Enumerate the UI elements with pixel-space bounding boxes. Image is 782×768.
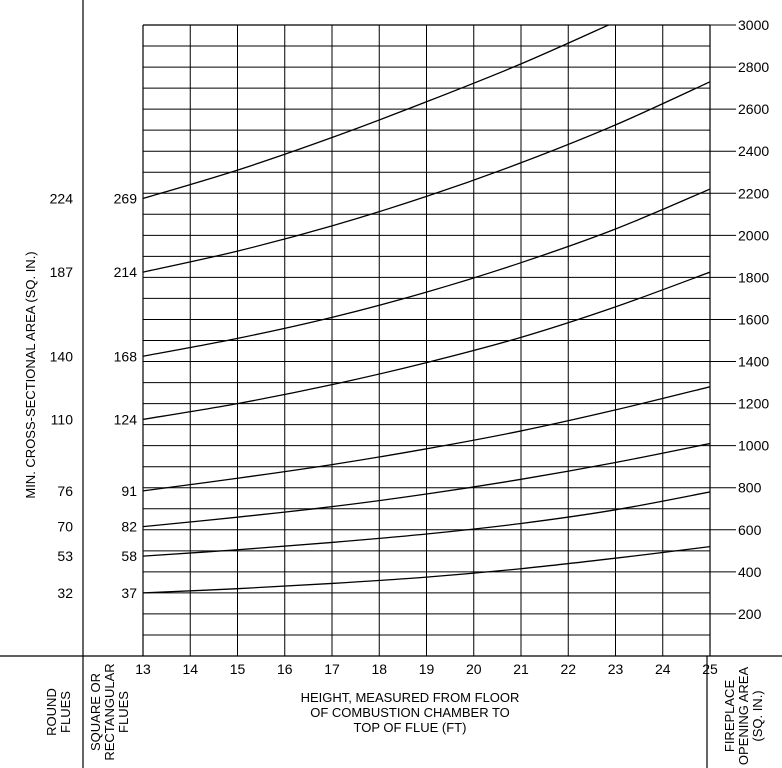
y-tick-label-1: 400 bbox=[738, 564, 762, 580]
x-tick-label-6: 19 bbox=[419, 661, 435, 677]
x-tick-label-11: 24 bbox=[655, 661, 671, 677]
flue-curve-58 bbox=[143, 491, 710, 557]
x-tick-label-7: 20 bbox=[466, 661, 482, 677]
round-flue-label-2: 70 bbox=[57, 519, 73, 535]
square-flue-label-5: 168 bbox=[114, 348, 138, 364]
flue-curve-214 bbox=[143, 81, 710, 273]
square-flues-header: SQUARE OR RECTANGULAR FLUES bbox=[88, 663, 131, 760]
x-tick-label-9: 22 bbox=[560, 661, 576, 677]
square-flue-label-6: 214 bbox=[114, 264, 138, 280]
y-tick-label-8: 1800 bbox=[738, 269, 769, 285]
y-tick-label-0: 200 bbox=[738, 606, 762, 622]
y-tick-label-10: 2200 bbox=[738, 185, 769, 201]
y-tick-label-11: 2400 bbox=[738, 143, 769, 159]
x-axis-label-line-3: TOP OF FLUE (FT) bbox=[354, 720, 467, 735]
y-tick-label-3: 800 bbox=[738, 480, 762, 496]
x-tick-label-0: 13 bbox=[135, 661, 151, 677]
round-flue-label-0: 32 bbox=[57, 585, 73, 601]
y-tick-label-5: 1200 bbox=[738, 396, 769, 412]
x-axis-label-line-2: OF COMBUSTION CHAMBER TO bbox=[310, 705, 510, 720]
y-tick-label-7: 1600 bbox=[738, 311, 769, 327]
x-tick-labels: 13 14 15 16 17 18 19 20 21 22 23 24 25 bbox=[135, 661, 718, 677]
x-tick-label-2: 15 bbox=[230, 661, 246, 677]
y-tick-label-9: 2000 bbox=[738, 227, 769, 243]
flue-curve-82 bbox=[143, 442, 710, 528]
square-flue-label-2: 82 bbox=[121, 519, 137, 535]
round-flue-label-7: 224 bbox=[50, 191, 74, 207]
flue-curve-168 bbox=[143, 188, 710, 357]
round-flues-header-line-2: FLUES bbox=[58, 691, 73, 733]
y-tick-label-4: 1000 bbox=[738, 438, 769, 454]
x-tick-label-1: 14 bbox=[182, 661, 198, 677]
y-axis-label-right-line-1: FIREPLACE bbox=[722, 680, 737, 753]
x-tick-label-4: 17 bbox=[324, 661, 340, 677]
x-tick-label-8: 21 bbox=[513, 661, 529, 677]
y-axis-label-right-line-2: OPENING AREA bbox=[736, 667, 751, 766]
round-flue-label-1: 53 bbox=[57, 548, 73, 564]
square-flues-header-line-2: RECTANGULAR bbox=[102, 663, 117, 760]
x-tick-label-3: 16 bbox=[277, 661, 293, 677]
y-tick-label-12: 2600 bbox=[738, 101, 769, 117]
x-axis-label-line-1: HEIGHT, MEASURED FROM FLOOR bbox=[301, 690, 520, 705]
round-flue-labels: 32 53 70 76 110 140 187 224 bbox=[50, 191, 74, 601]
square-flue-label-1: 58 bbox=[121, 548, 137, 564]
square-flue-label-4: 124 bbox=[114, 411, 138, 427]
y-tick-label-14: 3000 bbox=[738, 17, 769, 33]
square-flues-header-line-1: SQUARE OR bbox=[88, 673, 103, 751]
flue-curve-269 bbox=[143, 25, 611, 200]
y-tick-label-2: 600 bbox=[738, 522, 762, 538]
flue-curve-91 bbox=[143, 386, 710, 492]
x-tick-label-5: 18 bbox=[371, 661, 387, 677]
square-flues-header-line-3: FLUES bbox=[116, 691, 131, 733]
x-tick-label-10: 23 bbox=[608, 661, 624, 677]
flue-curve-124 bbox=[143, 271, 710, 421]
square-flue-label-7: 269 bbox=[114, 191, 138, 207]
round-flue-label-3: 76 bbox=[57, 483, 73, 499]
x-axis-label: HEIGHT, MEASURED FROM FLOOR OF COMBUSTIO… bbox=[301, 690, 520, 735]
y-tick-labels-right: 200 400 600 800 1000 1200 1400 1600 1800 2000 2200… bbox=[710, 17, 769, 622]
round-flue-label-6: 187 bbox=[50, 264, 74, 280]
round-flues-header-line-1: ROUND bbox=[44, 688, 59, 736]
x-tick-label-12: 25 bbox=[702, 661, 718, 677]
square-flue-label-3: 91 bbox=[121, 483, 137, 499]
y-axis-label-left: MIN. CROSS-SECTIONAL AREA (SQ. IN.) bbox=[23, 251, 38, 498]
y-axis-label-right: FIREPLACE OPENING AREA (SQ. IN.) bbox=[722, 667, 765, 766]
round-flue-label-5: 140 bbox=[50, 348, 74, 364]
flue-curve-37 bbox=[143, 545, 710, 594]
round-flues-header: ROUND FLUES bbox=[44, 688, 73, 736]
series-lines bbox=[143, 25, 710, 594]
y-tick-label-13: 2800 bbox=[738, 59, 769, 75]
y-tick-label-6: 1400 bbox=[738, 354, 769, 370]
round-flue-label-4: 110 bbox=[51, 411, 74, 427]
square-flue-label-0: 37 bbox=[121, 585, 137, 601]
square-flue-labels: 37 58 82 91 124 168 214 269 bbox=[114, 191, 138, 601]
y-axis-label-right-line-3: (SQ. IN.) bbox=[750, 690, 765, 741]
